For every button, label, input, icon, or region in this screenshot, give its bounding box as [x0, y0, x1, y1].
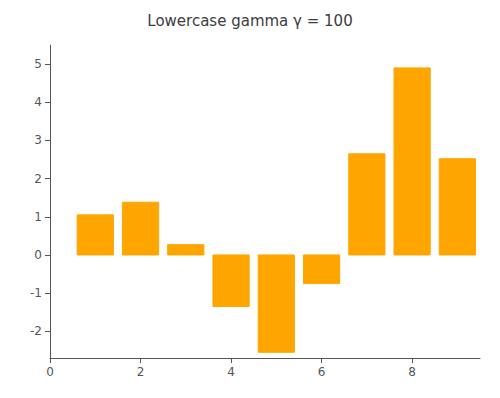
svg-text:-2: -2 [30, 324, 42, 338]
svg-text:3: 3 [34, 133, 42, 147]
svg-text:4: 4 [34, 95, 42, 109]
svg-text:6: 6 [318, 365, 326, 379]
svg-text:0: 0 [46, 365, 54, 379]
svg-text:Lowercase gamma γ = 100: Lowercase gamma γ = 100 [147, 12, 352, 30]
svg-text:4: 4 [227, 365, 235, 379]
svg-text:2: 2 [34, 172, 42, 186]
svg-text:5: 5 [34, 57, 42, 71]
svg-text:0: 0 [34, 248, 42, 262]
svg-text:8: 8 [408, 365, 416, 379]
svg-text:2: 2 [137, 365, 145, 379]
svg-text:1: 1 [34, 210, 42, 224]
svg-text:-1: -1 [30, 286, 42, 300]
